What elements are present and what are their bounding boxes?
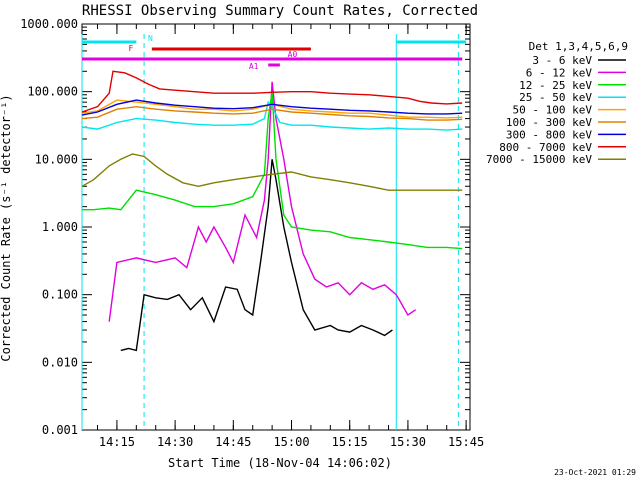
series-line-1 — [108, 81, 417, 322]
legend-label-2: 12 - 25 keV — [519, 79, 592, 92]
series-line-7 — [81, 70, 463, 113]
y-axis-label: Corrected Count Rate (s⁻¹ detector⁻¹) — [0, 94, 13, 361]
x-tick-label: 15:00 — [273, 435, 309, 449]
y-tick-label: 1.000 — [42, 220, 78, 234]
footer-date: 23-Oct-2021 01:29 — [554, 468, 636, 477]
y-tick-label: 10.000 — [35, 152, 78, 166]
y-tick-label: 0.100 — [42, 288, 78, 302]
flag-label-n: N — [148, 34, 153, 43]
series-line-0 — [120, 159, 393, 352]
legend-label-4: 50 - 100 keV — [513, 104, 593, 117]
series-line-8 — [81, 153, 463, 191]
series-line-6 — [81, 99, 463, 116]
legend-label-7: 800 - 7000 keV — [499, 141, 592, 154]
series-line-3 — [81, 100, 463, 131]
x-tick-label: 14:45 — [215, 435, 251, 449]
y-tick-label: 100.000 — [27, 85, 78, 99]
x-tick-label: 15:45 — [448, 435, 484, 449]
series-line-2 — [82, 91, 463, 250]
chart-title: RHESSI Observing Summary Count Rates, Co… — [82, 3, 478, 19]
legend-label-5: 100 - 300 keV — [506, 116, 592, 129]
x-axis-label: Start Time (18-Nov-04 14:06:02) — [168, 456, 392, 470]
legend-label-3: 25 - 50 keV — [519, 91, 592, 104]
x-tick-label: 14:30 — [157, 435, 193, 449]
x-tick-label: 15:15 — [332, 435, 368, 449]
plot-area: 1000.000 100.000 10.000 1.000 0.100 0.010 0.00… — [20, 17, 484, 449]
flag-label-a1: A1 — [249, 62, 259, 71]
y-tick-label: 0.010 — [42, 355, 78, 369]
legend-label-1: 6 - 12 keV — [526, 66, 593, 79]
flag-label-f: F — [129, 44, 134, 53]
legend-label-8: 7000 - 15000 keV — [486, 153, 592, 166]
legend-header: Det 1,3,4,5,6,9 — [529, 40, 628, 53]
flag-label-a0: A0 — [288, 50, 298, 59]
legend-label-0: 3 - 6 keV — [532, 54, 592, 67]
x-tick-label: 15:30 — [390, 435, 426, 449]
series-line-5 — [81, 105, 463, 121]
x-tick-label: 14:15 — [99, 435, 135, 449]
plot-frame — [81, 23, 471, 431]
y-tick-label: 0.001 — [42, 423, 78, 437]
legend-label-6: 300 - 800 keV — [506, 128, 592, 141]
y-tick-label: 1000.000 — [20, 17, 78, 31]
